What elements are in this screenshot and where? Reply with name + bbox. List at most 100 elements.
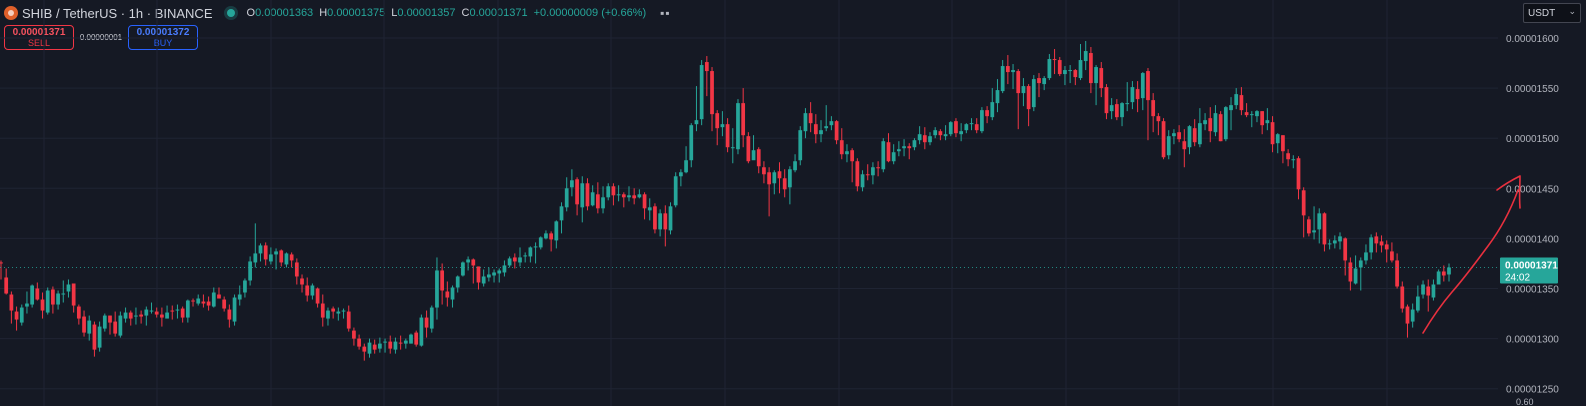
candle bbox=[1260, 111, 1265, 135]
candle bbox=[310, 283, 315, 300]
candle bbox=[995, 79, 1000, 113]
candle bbox=[40, 292, 45, 319]
candle-body bbox=[902, 146, 906, 149]
candle bbox=[1016, 69, 1021, 130]
candle-body bbox=[1031, 79, 1036, 108]
candle bbox=[1322, 212, 1327, 252]
candle-body bbox=[1130, 87, 1135, 103]
candles bbox=[0, 41, 1451, 361]
symbol-title[interactable]: SHIB / TetherUS · 1h · BINANCE bbox=[22, 5, 213, 21]
candle bbox=[990, 88, 995, 121]
candle bbox=[549, 231, 554, 252]
candle-body bbox=[102, 315, 107, 329]
candle-body bbox=[82, 316, 86, 333]
candle bbox=[1286, 149, 1290, 167]
candle bbox=[1307, 216, 1311, 237]
candle bbox=[1125, 82, 1130, 112]
candle-body bbox=[87, 320, 92, 334]
candle-body bbox=[845, 151, 849, 155]
last-price-label: 0.00001371 bbox=[1505, 260, 1558, 271]
candle-body bbox=[346, 311, 351, 329]
candle bbox=[191, 298, 195, 307]
candle-body bbox=[1312, 230, 1316, 233]
candle-body bbox=[1089, 53, 1093, 84]
candle-body bbox=[502, 265, 507, 273]
candle-body bbox=[455, 276, 460, 288]
candle-body bbox=[538, 237, 543, 248]
sell-price: 0.00001371 bbox=[12, 27, 66, 38]
candle-body bbox=[118, 315, 123, 336]
candle-body bbox=[995, 90, 1000, 104]
candle-body bbox=[1146, 71, 1150, 101]
candle bbox=[772, 170, 777, 195]
candle-body bbox=[974, 124, 979, 131]
candle bbox=[1026, 84, 1031, 127]
candle-body bbox=[154, 311, 159, 315]
candle bbox=[980, 107, 984, 134]
candle-body bbox=[486, 274, 491, 278]
candle bbox=[595, 182, 600, 214]
candle bbox=[1151, 93, 1156, 133]
candle-body bbox=[896, 149, 901, 152]
candle bbox=[87, 315, 92, 341]
candle-body bbox=[1166, 136, 1171, 156]
candle bbox=[66, 279, 71, 298]
candle bbox=[1135, 81, 1140, 113]
candle-body bbox=[1379, 241, 1384, 246]
y-tick-label: 0.00001400 bbox=[1506, 234, 1559, 245]
candle-body bbox=[777, 171, 782, 179]
candle bbox=[782, 169, 787, 198]
candle-body bbox=[1114, 104, 1119, 118]
candle bbox=[1161, 118, 1166, 160]
candle-body bbox=[1016, 71, 1021, 94]
ohlc-low: L0.00001357 bbox=[391, 7, 456, 19]
candle bbox=[492, 269, 496, 283]
candle-body bbox=[943, 134, 948, 137]
candle-body bbox=[435, 270, 439, 308]
candle bbox=[217, 287, 221, 299]
candle-body bbox=[663, 213, 668, 230]
candle-body bbox=[689, 125, 694, 161]
candle-body bbox=[1094, 67, 1098, 84]
candle-body bbox=[461, 262, 465, 276]
candle-body bbox=[326, 310, 330, 319]
candle-body bbox=[1384, 244, 1389, 250]
candle-body bbox=[336, 311, 341, 314]
candle-body bbox=[305, 285, 310, 296]
candle bbox=[658, 209, 662, 237]
candle bbox=[466, 256, 470, 271]
candle bbox=[1073, 69, 1078, 86]
candle bbox=[580, 176, 585, 223]
candle bbox=[128, 310, 133, 326]
candle-body bbox=[409, 334, 413, 344]
candle-body bbox=[1177, 132, 1181, 140]
candle bbox=[585, 178, 590, 211]
currency-select[interactable]: USDT ⌄ bbox=[1523, 3, 1581, 23]
candle-body bbox=[1338, 236, 1342, 242]
candle-body bbox=[1083, 51, 1088, 62]
candle bbox=[113, 311, 118, 337]
candle bbox=[891, 144, 896, 165]
candle bbox=[663, 205, 668, 247]
candle-body bbox=[1441, 271, 1446, 276]
candle bbox=[751, 135, 756, 161]
candle-body bbox=[429, 307, 434, 329]
candle bbox=[237, 285, 242, 306]
candle bbox=[445, 281, 450, 307]
candle-body bbox=[139, 314, 143, 317]
candle bbox=[1120, 102, 1124, 127]
candle bbox=[798, 126, 803, 166]
candle-body bbox=[144, 309, 149, 316]
candle bbox=[554, 220, 559, 249]
candle bbox=[611, 183, 616, 206]
chevron-down-icon: ⌄ bbox=[1568, 6, 1576, 16]
candle bbox=[1447, 263, 1451, 282]
candle bbox=[969, 118, 974, 131]
candle bbox=[1358, 257, 1363, 291]
more-options-icon[interactable]: ▪▪ bbox=[660, 6, 671, 20]
candle bbox=[896, 141, 901, 157]
candle bbox=[507, 256, 512, 268]
candle bbox=[590, 185, 595, 207]
candle bbox=[284, 252, 289, 268]
